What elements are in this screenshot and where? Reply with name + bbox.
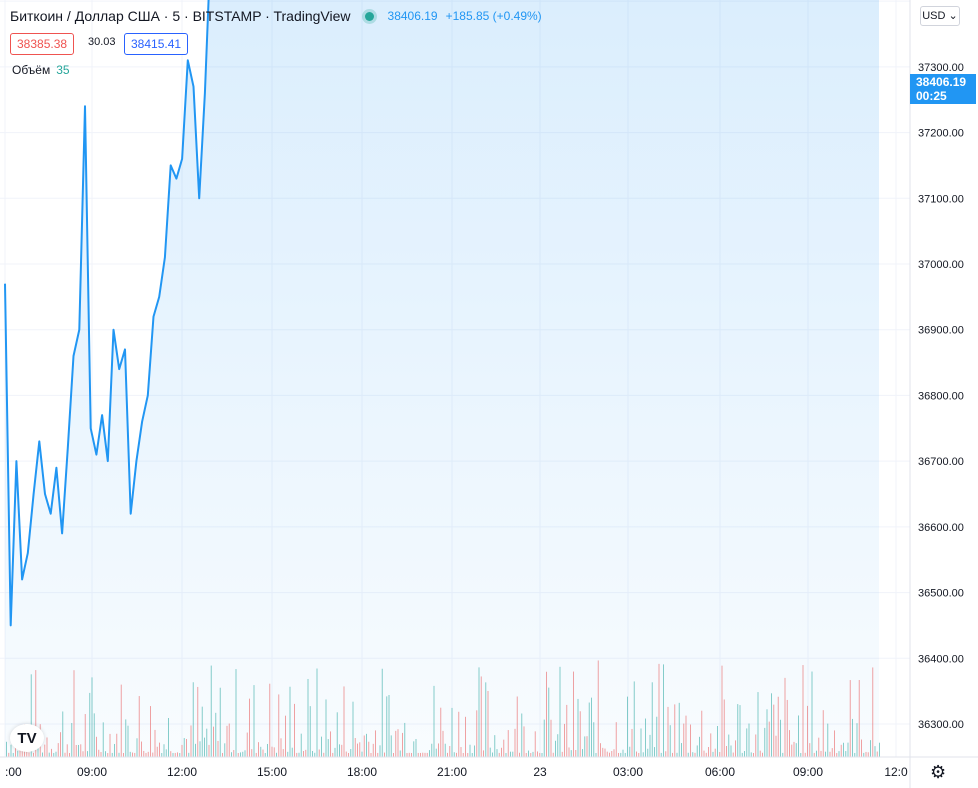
x-tick-label: 21:00 [437,765,467,779]
volume-bar [879,742,880,757]
y-tick-label: 37000.00 [918,259,964,271]
volume-value: 35 [56,63,70,77]
x-tick-label: 23 [533,765,547,779]
price-area-fill [5,0,879,757]
x-tick-label: 12:0 [884,765,908,779]
chevron-down-icon: ⌄ [948,10,958,22]
y-tick-label: 36700.00 [918,456,964,468]
last-price-tag: 38406.19 00:25 [910,74,976,104]
settings-gear-icon[interactable]: ⚙ [930,762,947,782]
volume-label: Объём [12,63,51,77]
spread-value: 30.03 [88,36,116,48]
y-tick-label: 36300.00 [918,719,964,731]
tradingview-logo-icon[interactable]: TV [10,724,44,752]
x-tick-label: 12:00 [167,765,197,779]
y-tick-label: 36400.00 [918,653,964,665]
y-tick-label: 37100.00 [918,193,964,205]
y-tick-label: 36800.00 [918,390,964,402]
x-tick-label: 15:00 [257,765,287,779]
market-open-icon [364,11,374,21]
price-change: +185.85 (+0.49%) [445,9,542,23]
y-tick-label: 37200.00 [918,128,964,140]
y-tick-label: 36900.00 [918,325,964,337]
y-tick-label: 36500.00 [918,588,964,600]
y-tick-label: 37300.00 [918,62,964,74]
price-tag-value: 38406.19 [916,75,967,89]
symbol-title[interactable]: Биткоин / Доллар США · 5 · BITSTAMP · Tr… [10,8,351,24]
volume-legend: Объём 35 [12,63,70,77]
bid-price-button[interactable]: 38385.38 [10,33,75,55]
x-tick-label: 09:00 [793,765,823,779]
y-tick-label: 36600.00 [918,522,964,534]
x-tick-label: 18:00 [347,765,377,779]
chart-header: Биткоин / Доллар США · 5 · BITSTAMP · Tr… [10,8,542,24]
currency-label: USD [922,10,946,22]
x-tick-label: 09:00 [77,765,107,779]
price-line [4,0,210,627]
x-tick-label: 03:00 [613,765,643,779]
x-tick-label: :00 [5,765,22,779]
last-price: 38406.19 [387,9,438,23]
price-tag-time: 00:25 [916,89,947,103]
currency-select[interactable]: USD ⌄ [920,6,960,26]
ask-price-button[interactable]: 38415.41 [124,33,189,55]
x-tick-label: 06:00 [705,765,735,779]
